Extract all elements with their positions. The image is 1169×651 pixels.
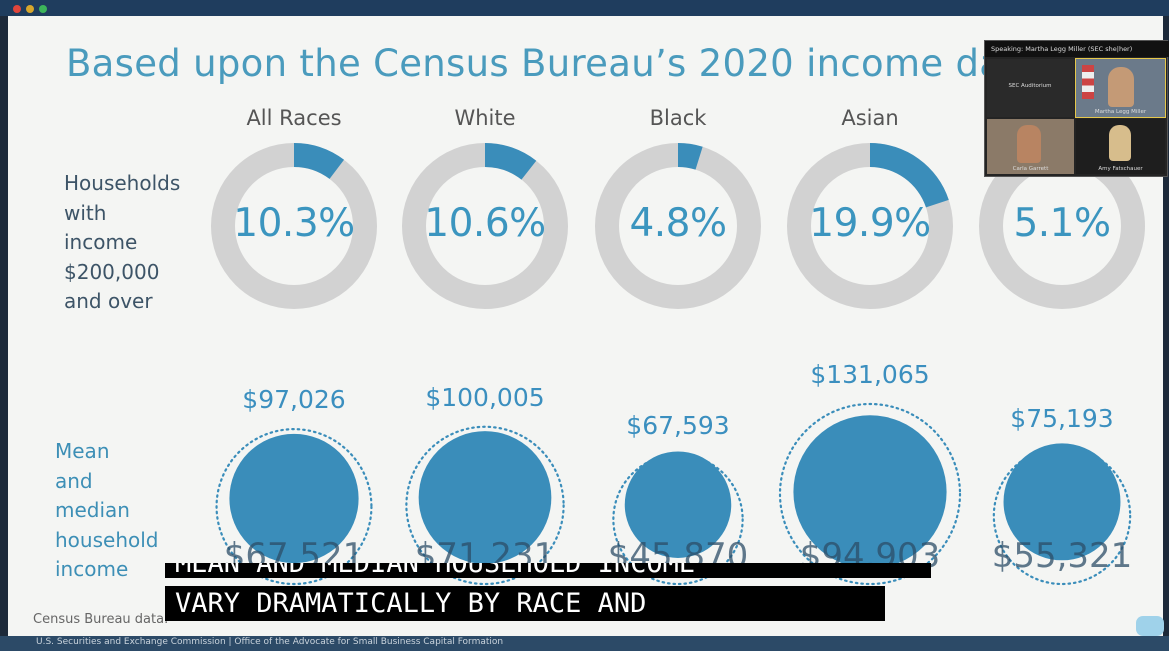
median-income-label: $55,321 [991, 536, 1133, 576]
footer-text: U.S. Securities and Exchange Commission … [36, 637, 504, 647]
participant-tile[interactable]: Martha Legg Miller [1075, 58, 1166, 118]
median-income-circle [793, 415, 947, 569]
slide-footer: U.S. Securities and Exchange Commission … [0, 636, 1169, 651]
column-header: White [454, 106, 516, 130]
median-income-circle [1003, 443, 1121, 561]
mean-income-circle [215, 428, 373, 586]
participant-video-icon [1109, 125, 1131, 161]
active-speaker-label: Speaking: Martha Legg Miller (SEC she|he… [985, 41, 1169, 57]
participant-name: SEC Auditorium [1008, 83, 1052, 89]
slide-title: Based upon the Census Bureau’s 2020 inco… [66, 42, 1003, 85]
video-gallery-panel[interactable]: Speaking: Martha Legg Miller (SEC she|he… [984, 40, 1169, 177]
mean-median-row-label: Mean and median household income [55, 439, 159, 581]
median-income-circle [624, 451, 732, 558]
donut-slice [294, 143, 345, 179]
mean-income-label: $97,026 [242, 385, 346, 415]
participant-name: Martha Legg Miller [1094, 109, 1147, 115]
median-income-circle [229, 433, 359, 564]
households-income-row-label: Households with income $200,000 and over [64, 171, 181, 313]
mean-income-label: $131,065 [810, 360, 930, 389]
minimize-window-icon[interactable] [26, 5, 34, 13]
participant-name: Amy Fatschauer [1098, 166, 1143, 172]
mean-income-label: $100,005 [425, 382, 545, 412]
presentation-slide: Based upon the Census Bureau’s 2020 inco… [8, 16, 1163, 636]
participant-video-icon [1108, 67, 1134, 107]
mean-income-label: $75,193 [1010, 403, 1114, 433]
caption-line-1: MEAN AND MEDIAN HOUSEHOLD INCOME [165, 563, 931, 578]
donut-slice [485, 143, 537, 180]
column-header: Black [649, 106, 707, 130]
source-note: Census Bureau data. [33, 612, 169, 627]
mean-income-circle [405, 425, 565, 586]
median-income-circle [418, 431, 552, 564]
column-header: Asian [841, 106, 899, 130]
percent-label: 4.8% [629, 201, 727, 246]
participant-name: Carla Garrett [1012, 166, 1049, 172]
percent-label: 19.9% [809, 201, 931, 246]
close-window-icon[interactable] [13, 5, 21, 13]
window-title-bar [0, 0, 1169, 16]
mean-income-label: $67,593 [626, 410, 730, 440]
donut-slice [870, 143, 949, 208]
participant-tile[interactable]: Amy Fatschauer [1076, 119, 1165, 174]
income-charts [211, 143, 1145, 586]
percent-label: 10.6% [424, 201, 546, 246]
maximize-window-icon[interactable] [39, 5, 47, 13]
mean-income-circle [778, 402, 962, 586]
closed-caption: MEAN AND MEDIAN HOUSEHOLD INCOME VARY DR… [165, 563, 931, 621]
percent-label: 10.3% [233, 201, 355, 246]
percent-label: 5.1% [1013, 201, 1111, 246]
flag-icon [1082, 65, 1094, 99]
participant-tile[interactable]: SEC Auditorium [987, 59, 1074, 117]
column-header: All Races [246, 106, 342, 130]
donut-slice [678, 143, 703, 170]
app-logo-icon[interactable] [1136, 616, 1164, 636]
caption-line-2: VARY DRAMATICALLY BY RACE AND [165, 586, 885, 621]
participant-video-icon [1017, 125, 1041, 163]
participant-tile[interactable]: Carla Garrett [987, 119, 1074, 174]
